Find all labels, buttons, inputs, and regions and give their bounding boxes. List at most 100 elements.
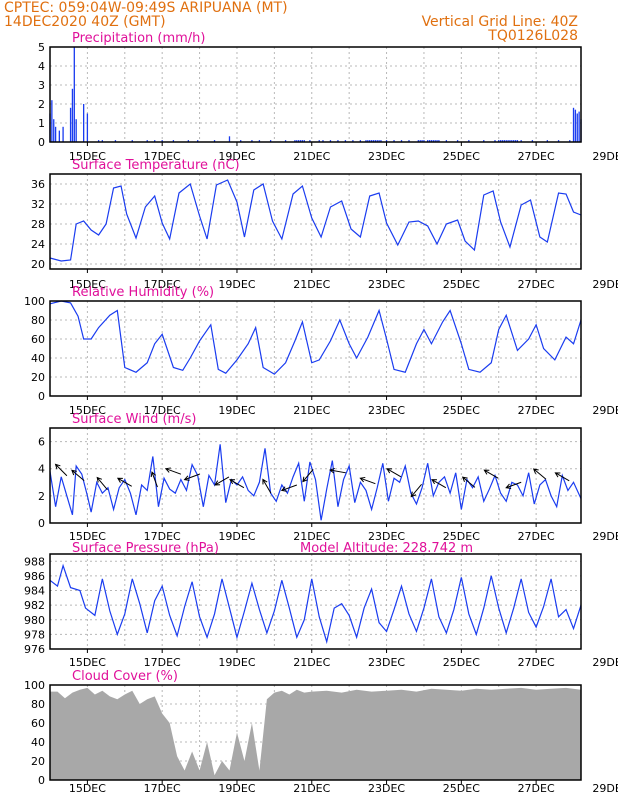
- rh-frame: [49, 300, 582, 397]
- wind-arrow: [483, 469, 499, 479]
- wind-panel: 0 2 4 6 15DEC 17DEC 19DEC 21DEC 23DEC 25DEC 27DEC 2…: [38, 412, 618, 543]
- x-tick-label: 17DEC: [144, 782, 181, 795]
- wind-arrow: [359, 476, 376, 485]
- precip-bar: [83, 104, 85, 142]
- precip-bar: [385, 140, 388, 142]
- x-tick-label: 27DEC: [518, 278, 555, 291]
- rh-vertical-grid: [86, 301, 537, 396]
- precip-bar: [303, 140, 305, 142]
- run-code: TQ0126L028: [487, 28, 578, 44]
- precip-bar: [154, 140, 156, 142]
- x-tick-label: 19DEC: [218, 278, 255, 291]
- y-tick-label: 5: [38, 41, 45, 54]
- precip-bar: [408, 140, 410, 142]
- precip-bar: [367, 140, 369, 142]
- x-tick-label: 23DEC: [368, 530, 405, 543]
- precip-bar: [251, 140, 253, 142]
- x-tick-label: 29DEC: [592, 404, 618, 417]
- x-tick-label: 21DEC: [293, 150, 330, 163]
- precip-bar: [507, 140, 509, 142]
- precip-bar: [301, 140, 304, 142]
- y-tick-label: 4: [38, 463, 45, 476]
- precip-bar: [73, 47, 75, 142]
- y-tick-label: 976: [24, 643, 45, 656]
- precip-bar: [284, 140, 287, 142]
- precip-bar: [572, 107, 575, 142]
- x-tick-label: 25DEC: [443, 656, 480, 669]
- y-tick-label: 40: [31, 736, 45, 749]
- precip-bar: [445, 140, 448, 142]
- y-tick-label: 6: [38, 436, 45, 449]
- x-tick-label: 25DEC: [443, 530, 480, 543]
- rh-y-axis: 0 20 40 60 80 100: [24, 295, 581, 403]
- x-tick-label: 29DEC: [592, 530, 618, 543]
- x-tick-label: 25DEC: [443, 782, 480, 795]
- temp-title: Surface Temperature (nC): [72, 158, 240, 173]
- wind-arrow: [164, 467, 182, 475]
- x-tick-label: 23DEC: [368, 150, 405, 163]
- y-tick-label: 60: [31, 333, 45, 346]
- precip-bar: [69, 107, 72, 142]
- y-tick-label: 20: [31, 258, 45, 271]
- wind-arrow: [54, 463, 68, 477]
- precip-bar: [213, 140, 216, 142]
- x-tick-label: 27DEC: [518, 656, 555, 669]
- precip-bar: [294, 140, 296, 142]
- y-tick-label: 0: [38, 517, 45, 530]
- y-tick-label: 980: [24, 614, 45, 627]
- precip-bar: [428, 140, 431, 142]
- precip-x-axis: 15DEC 17DEC 19DEC 21DEC 23DEC 25DEC 27DEC 29DEC: [69, 142, 618, 163]
- precip-bar: [58, 130, 61, 142]
- y-tick-label: 2: [38, 490, 45, 503]
- precip-bar: [101, 140, 104, 142]
- precip-bar: [503, 140, 505, 142]
- precip-bar: [557, 140, 560, 142]
- x-tick-label: 15DEC: [69, 278, 106, 291]
- wind-arrow: [96, 476, 108, 491]
- precip-bar: [53, 119, 55, 142]
- x-tick-label: 25DEC: [443, 150, 480, 163]
- precip-bar: [114, 140, 117, 142]
- precip-bar: [359, 140, 362, 142]
- rh-line: [49, 300, 582, 375]
- precip-y-axis: 0 1 2 3 4 5: [38, 41, 581, 149]
- x-tick-label: 17DEC: [144, 404, 181, 417]
- x-tick-label: 23DEC: [368, 278, 405, 291]
- y-tick-label: 988: [24, 555, 45, 568]
- precip-bar: [298, 140, 300, 142]
- x-tick-label: 19DEC: [218, 656, 255, 669]
- wind-arrow: [554, 472, 570, 482]
- precip-bar: [71, 88, 74, 142]
- precip-bar: [269, 140, 272, 142]
- x-tick-label: 17DEC: [144, 656, 181, 669]
- precip-bar: [516, 140, 519, 142]
- y-tick-label: 1: [38, 117, 45, 130]
- wind-arrow: [262, 478, 272, 494]
- wind-arrow: [229, 479, 245, 489]
- y-tick-label: 40: [31, 352, 45, 365]
- wind-arrow: [71, 469, 85, 482]
- cloud-cover-area: [50, 687, 581, 780]
- precip-bar: [376, 140, 378, 142]
- wind-y-axis: 0 2 4 6: [38, 436, 581, 530]
- wind-frame: [49, 427, 582, 524]
- wind-arrow: [302, 469, 314, 483]
- wind-line: [49, 444, 582, 521]
- wind-arrow: [532, 468, 547, 480]
- wind-vertical-grid: [86, 428, 537, 523]
- wind-arrow: [116, 477, 132, 487]
- y-tick-label: 2: [38, 98, 45, 111]
- wind-x-axis: 15DEC 17DEC 19DEC 21DEC 23DEC 25DEC 27DEC 29DEC: [69, 523, 618, 543]
- temp-y-axis: 20 24 28 32 36: [31, 178, 581, 271]
- precip-bar: [400, 140, 403, 142]
- precip-bar: [427, 140, 429, 142]
- x-tick-label: 17DEC: [144, 150, 181, 163]
- x-tick-label: 23DEC: [368, 656, 405, 669]
- y-tick-label: 28: [31, 218, 45, 231]
- precip-bar: [131, 140, 133, 142]
- x-tick-label: 25DEC: [443, 278, 480, 291]
- wind-arrow: [461, 476, 476, 488]
- precip-bar: [299, 140, 302, 142]
- y-tick-label: 24: [31, 238, 45, 251]
